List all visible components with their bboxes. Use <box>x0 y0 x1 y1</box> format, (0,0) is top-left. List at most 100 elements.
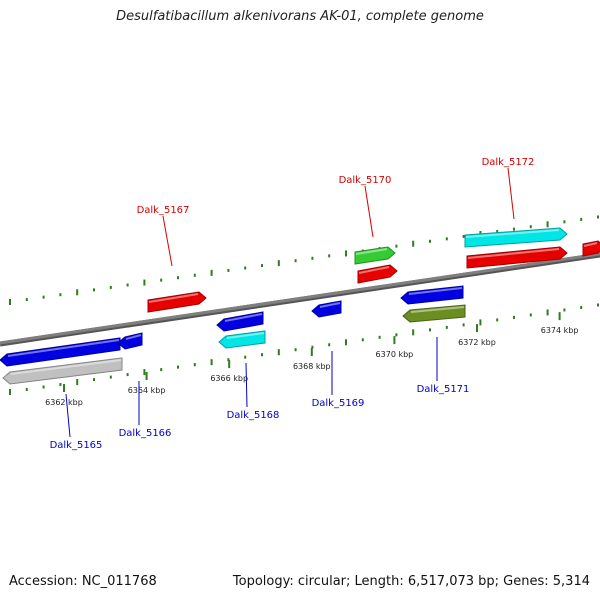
upper-dot <box>462 234 465 238</box>
gene-arrow <box>357 264 398 284</box>
gene-body <box>464 227 568 248</box>
gene-body <box>354 246 396 265</box>
gene-body <box>147 291 207 313</box>
upper-dot <box>445 237 448 241</box>
lower-dot <box>193 363 196 367</box>
tick-label: 6368 kbp <box>293 362 331 371</box>
upper-dot <box>597 215 599 219</box>
gene-label: Dalk_5170 <box>339 175 392 186</box>
lower-dot <box>76 379 79 386</box>
lower-dot <box>277 349 280 356</box>
gene-highlight <box>10 359 122 375</box>
gene-body <box>216 311 264 332</box>
gene-body <box>357 264 398 284</box>
upper-dot <box>328 254 331 258</box>
lower-dot <box>42 385 45 389</box>
gene-labels: Dalk_5167 Dalk_5170 Dalk_5172 Dalk_5165 Dalk… <box>50 157 535 451</box>
upper-dot <box>395 244 398 248</box>
label-leader-line <box>65 393 71 438</box>
gene-body <box>218 330 266 349</box>
upper-dot <box>143 279 146 286</box>
lower-dot <box>109 375 112 379</box>
gene-body <box>466 246 568 269</box>
gene-label-group: Dalk_5170 <box>339 175 392 238</box>
upper-dot <box>42 295 45 299</box>
upper-dot <box>277 260 280 267</box>
upper-dot <box>59 293 62 297</box>
genome-title: Desulfatibacillum alkenivorans AK-01, co… <box>116 9 484 24</box>
upper-dot <box>76 289 79 296</box>
lower-dot <box>496 318 499 322</box>
lower-dot <box>546 309 549 316</box>
lower-dot <box>210 359 213 366</box>
upper-dot <box>294 259 297 263</box>
upper-dot <box>261 264 263 268</box>
axis-tick <box>393 336 396 345</box>
lower-dot <box>445 325 448 329</box>
tick-label: 6374 kbp <box>541 326 579 335</box>
tick-label: 6366 kbp <box>210 374 248 383</box>
gene-arrow <box>218 330 266 349</box>
gene-arrow <box>147 291 207 313</box>
gene-highlight <box>408 287 463 295</box>
genome-summary: Topology: circular; Length: 6,517,073 bp… <box>232 574 590 589</box>
gene-highlight <box>226 332 265 339</box>
gene-highlight <box>148 293 199 303</box>
gene-highlight <box>125 334 142 340</box>
gene-features <box>0 227 600 385</box>
upper-dot <box>345 250 347 257</box>
lower-dot <box>160 368 163 372</box>
lower-dot <box>378 335 381 339</box>
lower-dot <box>580 305 583 309</box>
gene-arrow <box>464 227 568 248</box>
gene-body <box>117 332 143 350</box>
gene-highlight <box>355 248 388 255</box>
gene-body <box>0 337 121 367</box>
gene-body <box>311 300 342 318</box>
upper-dot <box>529 225 532 229</box>
lower-dot <box>479 319 482 326</box>
lower-dot <box>25 388 28 392</box>
lower-dot <box>513 315 515 319</box>
lower-dot <box>9 389 11 395</box>
upper-dot <box>9 299 11 305</box>
gene-label-group: Dalk_5167 <box>137 205 189 267</box>
lower-dot <box>361 338 364 342</box>
gene-highlight <box>358 266 390 274</box>
gene-arrow <box>400 285 464 305</box>
lower-dot <box>126 373 129 377</box>
tick-label: 6362 kbp <box>45 398 83 407</box>
backbone-highlight <box>0 252 600 345</box>
axis-tick <box>63 384 65 392</box>
upper-dot <box>227 268 230 272</box>
upper-dot <box>25 298 28 302</box>
lower-dot <box>429 328 431 332</box>
axis-tick <box>476 324 478 333</box>
upper-dot <box>93 288 95 292</box>
upper-dot <box>160 278 163 282</box>
label-leader-line <box>507 167 515 220</box>
gene-arrow <box>402 304 466 323</box>
gene-highlight <box>7 339 120 357</box>
gene-highlight <box>224 313 263 322</box>
axis-tick <box>145 372 148 381</box>
gene-arrow <box>311 300 342 318</box>
coordinate-ticks: 6362 kbp 6364 kbp 6366 kbp 6368 kbp 6370 kbp… <box>45 312 578 407</box>
lower-dot <box>462 323 465 327</box>
label-leader-line <box>245 362 248 408</box>
lower-dot <box>395 333 398 337</box>
lower-dot <box>529 313 532 317</box>
gene-body <box>2 357 123 385</box>
gene-label: Dalk_5172 <box>482 157 535 168</box>
upper-dot <box>193 273 196 277</box>
gene-arrow <box>354 246 396 265</box>
lower-dot <box>244 355 247 359</box>
upper-dot <box>513 227 515 231</box>
lower-dot <box>597 303 599 307</box>
gene-arrow <box>2 357 123 385</box>
gene-label: Dalk_5171 <box>417 384 470 395</box>
gene-label: Dalk_5168 <box>227 410 280 421</box>
gene-body <box>582 240 600 257</box>
upper-dot <box>412 240 415 247</box>
lower-dot <box>227 358 230 362</box>
